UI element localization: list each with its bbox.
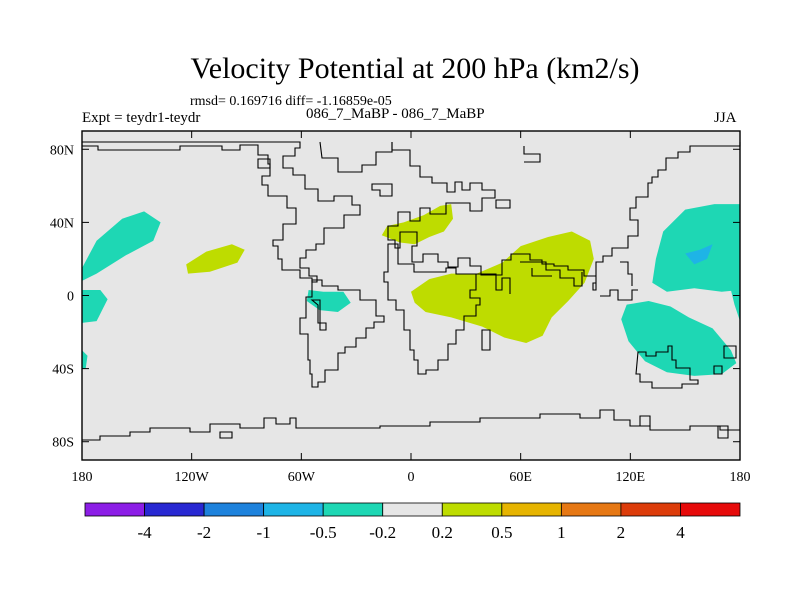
colorbar-label: -0.2 (369, 523, 396, 542)
anomaly-region-7 (621, 301, 737, 376)
axis-labels: 180 120W 60W 0 60E 120E 180 80N 40N 0 40S 80S (50, 143, 751, 485)
x-tick-label: 0 (408, 470, 415, 485)
coastline-outline (82, 141, 741, 441)
colorbar-swatch (382, 502, 443, 517)
anomaly-region-3 (82, 350, 88, 369)
x-tick-label: 180 (72, 470, 93, 485)
colorbar-swatch (263, 502, 324, 517)
y-tick-label: 40S (52, 363, 74, 378)
x-tick-label: 60W (288, 470, 316, 485)
colorbar-label: 0.2 (432, 523, 453, 542)
colorbar: -4 -2 -1 -0.5 -0.2 0.2 0.5 1 2 4 (84, 502, 741, 542)
colorbar-label: 1 (557, 523, 566, 542)
case-label: 086_7_MaBP - 086_7_MaBP (306, 106, 485, 122)
anomaly-region-2 (82, 290, 108, 323)
axis-ticks (81, 131, 741, 460)
y-tick-label: 80S (52, 436, 74, 451)
x-tick-label: 120E (616, 470, 646, 485)
colorbar-label: -4 (137, 523, 152, 542)
colorbar-label: -2 (197, 523, 211, 542)
colorbar-label: 2 (617, 523, 626, 542)
colorbar-swatch (620, 502, 681, 517)
chart-title: Velocity Potential at 200 hPa (km2/s) (190, 52, 640, 85)
colorbar-label: 0.5 (491, 523, 512, 542)
stats-label: rmsd= 0.169716 diff= -1.16859e-05 (190, 94, 392, 109)
anomaly-region-6 (685, 244, 713, 265)
map-background (82, 131, 740, 460)
y-tick-label: 40N (50, 216, 74, 231)
colorbar-swatch (84, 502, 145, 517)
season-label: JJA (714, 110, 737, 126)
x-tick-label: 60E (509, 470, 532, 485)
colorbar-swatch (322, 502, 384, 517)
anomaly-region-5 (652, 204, 740, 292)
colorbar-swatch (680, 502, 741, 517)
colorbar-label: -0.5 (310, 523, 337, 542)
y-tick-label: 80N (50, 143, 74, 158)
experiment-label: Expt = teydr1-teydr (82, 110, 201, 126)
colorbar-label: -1 (257, 523, 271, 542)
y-tick-label: 0 (67, 290, 74, 305)
colorbar-swatch (560, 502, 622, 517)
anomaly-region-8 (730, 290, 740, 322)
x-tick-label: 180 (730, 470, 751, 485)
anomaly-region-1 (82, 211, 161, 281)
colorbar-swatch (203, 502, 265, 517)
anomaly-region-9 (186, 244, 245, 274)
colorbar-label: 4 (676, 523, 685, 542)
colorbar-swatch (501, 502, 562, 517)
x-tick-label: 120W (175, 470, 210, 485)
colorbar-swatch (441, 502, 503, 517)
colorbar-swatch (144, 502, 205, 517)
